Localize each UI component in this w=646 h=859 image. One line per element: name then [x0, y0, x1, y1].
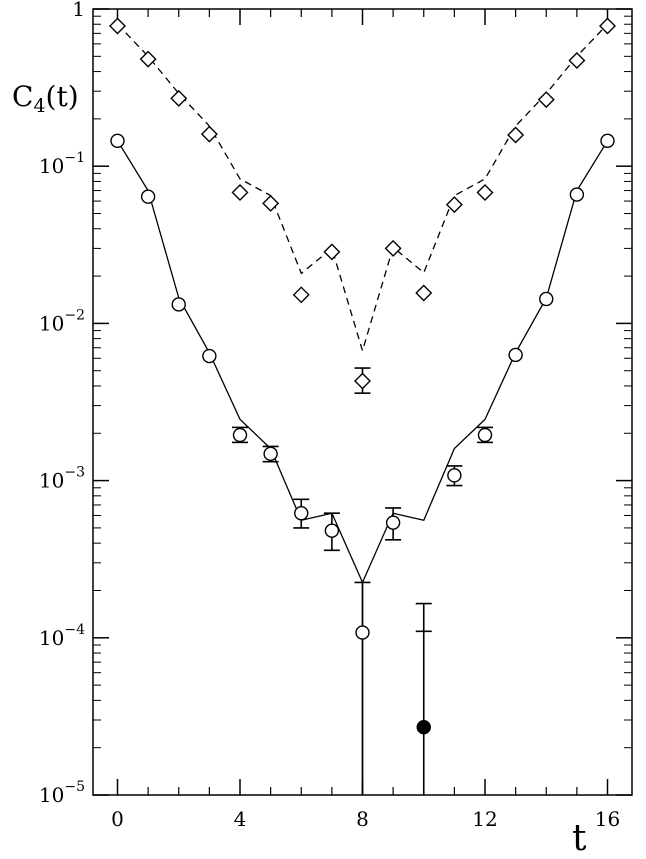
- circle-marker: [447, 468, 462, 483]
- diamond-marker: [170, 89, 188, 107]
- x-tick-label: 12: [472, 807, 497, 831]
- diamond-marker: [354, 372, 371, 390]
- y-tick-mantissa: 10: [39, 469, 64, 493]
- diamond-marker: [507, 126, 525, 144]
- diamond-marker: [262, 194, 280, 212]
- y-tick-mantissa: 10: [39, 311, 64, 335]
- y-tick-label: 10−4: [39, 622, 85, 650]
- diamond-marker: [599, 17, 616, 35]
- circle-marker: [477, 427, 493, 443]
- y-tick-mantissa: 10: [39, 626, 64, 650]
- y-tick-exponent: −2: [64, 307, 85, 323]
- y-tick-exponent: −4: [64, 622, 85, 638]
- diamond-marker: [139, 50, 157, 68]
- y-tick-label: 10−1: [39, 150, 85, 178]
- diamond-marker: [323, 243, 341, 261]
- series-1-fit-line: [116, 140, 609, 585]
- y-tick-label: 1: [72, 0, 85, 21]
- y-tick-label: 10−2: [39, 307, 85, 335]
- y-axis-title-main: C: [12, 80, 33, 113]
- circle-marker: [263, 446, 278, 462]
- diamond-marker: [109, 17, 126, 35]
- circle-marker: [355, 625, 370, 640]
- filled-circle-marker: [416, 719, 431, 735]
- diamond-marker: [568, 52, 586, 70]
- diamond-marker: [384, 239, 402, 257]
- y-tick-label: 10−3: [39, 465, 85, 493]
- diamond-marker: [292, 286, 310, 304]
- y-tick-exponent: −1: [64, 150, 85, 166]
- y-tick-label: 10−5: [39, 779, 85, 807]
- y-axis-title: C4(t): [12, 80, 79, 117]
- y-tick-mantissa: 1: [72, 0, 85, 21]
- error-bars: [232, 367, 493, 795]
- series-0-fit-line: [117, 23, 608, 353]
- x-tick-label: 0: [111, 807, 124, 831]
- y-axis-title-subscript: 4: [33, 95, 45, 117]
- x-axis-title: t: [572, 818, 587, 859]
- circle-marker: [600, 133, 615, 149]
- y-tick-mantissa: 10: [39, 783, 64, 807]
- circle-marker: [508, 347, 523, 363]
- y-tick-exponent: −3: [64, 465, 85, 481]
- y-tick-mantissa: 10: [39, 154, 64, 178]
- x-tick-label: 8: [356, 807, 369, 831]
- circle-marker: [569, 187, 585, 202]
- circle-marker: [110, 133, 125, 149]
- x-tick-label: 4: [234, 807, 247, 831]
- diamond-marker: [200, 125, 218, 143]
- circle-marker: [539, 291, 554, 307]
- circle-marker: [294, 506, 309, 521]
- diamond-marker: [415, 284, 433, 302]
- circle-marker: [171, 297, 186, 312]
- y-axis-title-suffix: (t): [46, 80, 79, 113]
- circle-marker: [385, 515, 401, 530]
- diamond-marker: [231, 184, 249, 202]
- diamond-marker: [445, 196, 463, 214]
- x-tick-label: 16: [595, 807, 620, 831]
- circle-marker: [140, 189, 156, 204]
- circle-marker: [232, 427, 248, 443]
- data-markers: [109, 17, 616, 735]
- circle-marker: [324, 523, 340, 538]
- diamond-marker: [537, 91, 555, 109]
- y-tick-exponent: −5: [64, 779, 85, 795]
- circle-marker: [202, 348, 217, 364]
- diamond-marker: [476, 184, 494, 202]
